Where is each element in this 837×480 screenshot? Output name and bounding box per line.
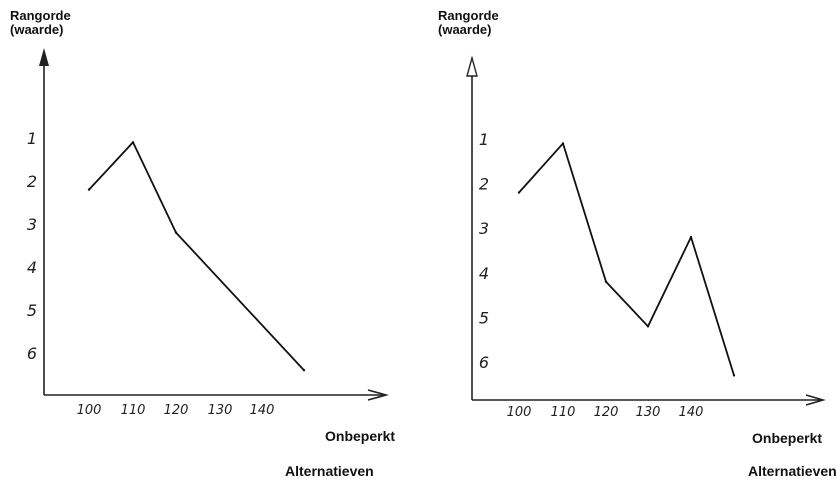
chart-left: Rangorde (waarde) 1 2 3 4 5 6 100 110 120 130 140…	[10, 8, 395, 479]
y-axis-arrow-icon	[39, 48, 49, 66]
y-tick-label-6: 6	[479, 353, 489, 372]
series-line	[518, 142, 735, 376]
data-point-110	[561, 142, 565, 145]
y-axis-label-line-2: (waarde)	[438, 22, 491, 37]
y-tick-label-2: 2	[27, 172, 37, 191]
series-line	[88, 141, 305, 371]
x-axis-arrow-icon	[805, 394, 826, 406]
data-point-120	[174, 231, 178, 234]
x-tick-label-130: 130	[208, 403, 233, 418]
x-tick-label-100: 100	[77, 403, 102, 418]
series-points	[517, 142, 736, 377]
data-point-Onbeperkt	[302, 369, 306, 372]
x-tick-label-140: 140	[250, 403, 275, 418]
y-axis-arrow-icon	[466, 55, 478, 77]
data-point-140	[689, 235, 693, 239]
x-axis-label: Onbeperkt	[325, 428, 395, 444]
y-axis-label-line-1: Rangorde	[10, 8, 71, 23]
y-tick-label-5: 5	[27, 301, 37, 320]
x-tick-label-110: 110	[551, 405, 576, 420]
x-axis-footer-label: Alternatieven	[748, 463, 837, 479]
data-point-120	[604, 280, 608, 283]
y-tick-label-1: 1	[27, 129, 37, 148]
y-tick-label-2: 2	[479, 175, 489, 194]
x-tick-labels: 100 110 120 130 140	[77, 403, 275, 418]
y-tick-labels: 1 2 3 4 5 6	[27, 129, 37, 363]
y-tick-label-5: 5	[479, 308, 489, 327]
y-tick-label-4: 4	[27, 258, 37, 277]
series-points	[87, 141, 306, 372]
y-tick-label-4: 4	[479, 264, 489, 283]
data-point-110	[131, 141, 135, 144]
y-axis-label-line-1: Rangorde	[438, 8, 499, 23]
data-point-100	[517, 191, 521, 194]
y-axis-label-line-2: (waarde)	[10, 22, 63, 37]
data-point-130	[646, 325, 650, 328]
data-point-Onbeperkt	[732, 374, 736, 377]
x-axis-label: Onbeperkt	[752, 430, 822, 446]
x-axis-footer-label: Alternatieven	[285, 463, 374, 479]
y-tick-label-1: 1	[479, 130, 489, 149]
x-tick-label-110: 110	[121, 403, 146, 418]
x-axis-arrow-icon	[367, 389, 389, 401]
x-tick-label-100: 100	[507, 405, 532, 420]
chart-right: Rangorde (waarde) 1 2 3 4 5 6 100 110 120 130 140…	[438, 8, 837, 479]
x-tick-label-120: 120	[164, 403, 189, 418]
x-tick-label-140: 140	[679, 405, 704, 420]
x-tick-label-120: 120	[594, 405, 619, 420]
x-tick-labels: 100 110 120 130 140	[507, 405, 704, 420]
y-tick-label-6: 6	[27, 344, 37, 363]
x-tick-label-130: 130	[636, 405, 661, 420]
y-tick-labels: 1 2 3 4 5 6	[479, 130, 489, 372]
y-tick-label-3: 3	[479, 219, 489, 238]
y-tick-label-3: 3	[27, 215, 37, 234]
data-point-100	[87, 188, 91, 191]
